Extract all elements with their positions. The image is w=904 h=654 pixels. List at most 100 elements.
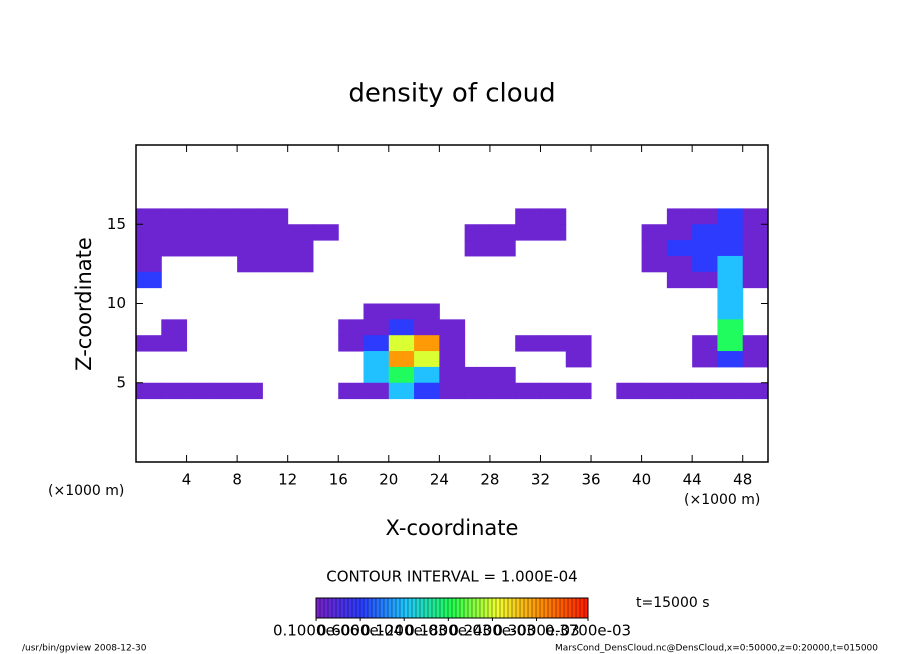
colorbar-swatch: [339, 597, 345, 619]
colorbar-swatch: [343, 597, 349, 619]
heat-cell: [692, 335, 718, 352]
x-tick-label: 20: [379, 471, 398, 489]
heat-cell: [717, 351, 744, 368]
colorbar-swatch: [427, 597, 433, 619]
heat-cell: [717, 208, 744, 225]
colorbar-swatch: [431, 597, 437, 619]
colorbar-swatch: [515, 597, 521, 619]
x-tick-label: 36: [581, 471, 600, 489]
colorbar-swatch: [327, 597, 333, 619]
colorbar-swatch: [319, 597, 325, 619]
heat-cell: [136, 240, 162, 257]
colorbar-swatch: [331, 597, 337, 619]
colorbar-swatch: [519, 597, 525, 619]
colorbar-swatch: [323, 597, 329, 619]
heat-cell: [515, 382, 541, 400]
heat-cell: [161, 224, 188, 241]
colorbar-swatch: [383, 597, 389, 619]
heat-cell: [363, 319, 390, 336]
heat-cell: [363, 351, 390, 368]
heat-cell: [262, 208, 289, 225]
colorbar-swatch: [407, 597, 413, 619]
heat-cell: [742, 224, 769, 241]
colorbar-swatch: [535, 597, 541, 619]
heat-cell: [388, 335, 415, 352]
heat-cell: [414, 366, 440, 384]
heat-cell: [237, 208, 263, 225]
time-label: t=15000 s: [636, 595, 710, 611]
colorbar-swatch: [411, 597, 417, 619]
heat-cell: [414, 303, 440, 320]
heat-cell: [666, 240, 693, 257]
colorbar-swatch: [475, 597, 481, 619]
heat-cell: [717, 271, 744, 289]
footer-left: /usr/bin/gpview 2008-12-30: [22, 644, 147, 654]
colorbar-swatch: [555, 597, 561, 619]
heat-cell: [211, 208, 238, 225]
heat-cell: [363, 366, 390, 384]
heat-cell: [287, 255, 314, 273]
colorbar-swatch: [391, 597, 397, 619]
colorbar-swatch: [375, 597, 381, 619]
colorbar-swatch: [491, 597, 497, 619]
heat-cell: [641, 255, 668, 273]
heat-cell: [388, 319, 415, 336]
heat-cell: [666, 224, 693, 241]
colorbar-swatch: [499, 597, 505, 619]
x-tick-label: 16: [329, 471, 348, 489]
colorbar-swatch: [363, 597, 369, 619]
heat-cell: [692, 224, 718, 241]
colorbar-swatch: [367, 597, 373, 619]
heat-cell: [717, 224, 744, 241]
heat-cell: [717, 319, 744, 336]
colorbar-swatch: [527, 597, 533, 619]
heat-cell: [186, 382, 213, 400]
heat-cell: [717, 382, 744, 400]
unit-label: (×1000 m): [684, 492, 760, 508]
heat-cell: [287, 224, 314, 241]
heat-cell: [161, 382, 188, 400]
colorbar-swatch: [543, 597, 549, 619]
heat-cell: [186, 224, 213, 241]
heat-cell: [692, 240, 718, 257]
heat-cell: [363, 335, 390, 352]
heat-cell: [717, 303, 744, 320]
colorbar-tick-label: 0.3700e-03: [545, 622, 631, 640]
colorbar-swatch: [503, 597, 509, 619]
heat-cell: [489, 240, 516, 257]
heat-cell: [211, 382, 238, 400]
colorbar-swatch: [479, 597, 485, 619]
heat-cell: [439, 335, 466, 352]
heat-cell: [363, 382, 390, 400]
y-tick-label: 10: [107, 294, 126, 312]
heat-cell: [237, 382, 263, 400]
heat-cell: [262, 255, 289, 273]
heat-cell: [464, 240, 491, 257]
heat-cell: [464, 382, 491, 400]
heat-cell: [717, 255, 744, 273]
x-axis-label: X-coordinate: [386, 516, 519, 540]
x-tick-label: 24: [430, 471, 449, 489]
colorbar-swatch: [531, 597, 537, 619]
colorbar-swatch: [459, 597, 465, 619]
colorbar-tick-label: 0.2400e-03: [449, 622, 535, 640]
heat-cell: [161, 335, 188, 352]
heat-cell: [312, 224, 339, 241]
colorbar-swatch: [547, 597, 553, 619]
colorbar-swatch: [403, 597, 409, 619]
colorbar-swatch: [415, 597, 421, 619]
heat-cell: [136, 255, 162, 273]
colorbar-swatch: [447, 597, 453, 619]
heat-cell: [540, 335, 567, 352]
colorbar-tick-label: 0.1800e-03: [405, 622, 491, 640]
heat-cell: [136, 382, 162, 400]
heat-cell: [515, 208, 541, 225]
heat-cell: [515, 224, 541, 241]
heat-cell: [742, 335, 769, 352]
heat-cell: [692, 351, 718, 368]
heat-cell: [136, 208, 162, 225]
unit-label: (×1000 m): [48, 483, 124, 499]
colorbar-swatch: [443, 597, 449, 619]
heat-cell: [666, 382, 693, 400]
heat-cell: [666, 208, 693, 225]
